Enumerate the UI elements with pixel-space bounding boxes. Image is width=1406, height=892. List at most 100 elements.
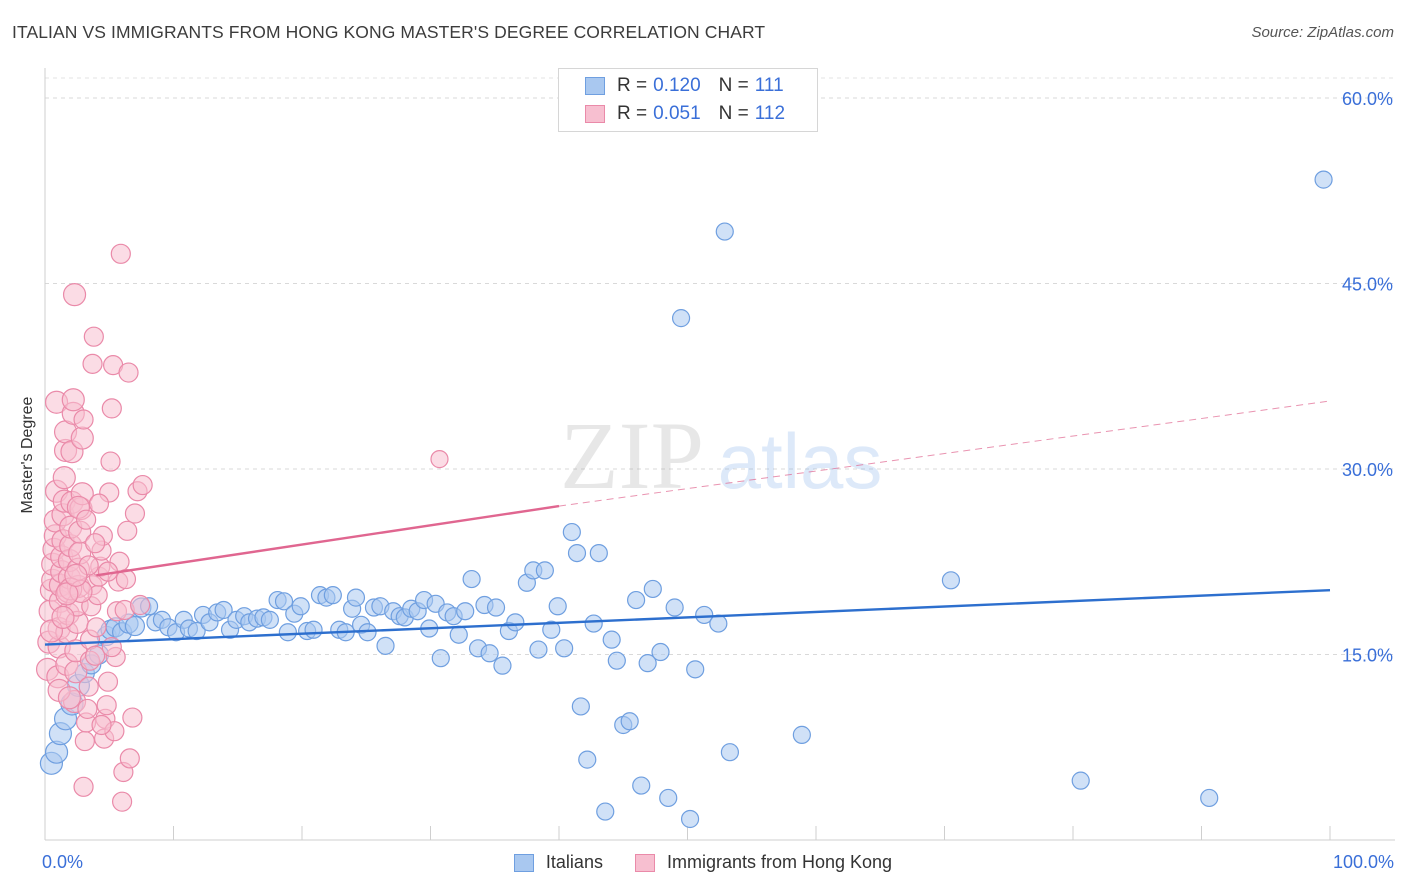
hongkong-trend-line: [96, 504, 560, 577]
hongkong-point: [73, 409, 94, 430]
hongkong-point: [76, 509, 97, 530]
hongkong-point: [74, 730, 95, 752]
legend-n-label: N =: [718, 75, 749, 96]
italians-point: [571, 697, 590, 716]
hongkong-point: [117, 520, 138, 541]
hongkong-trend-extension: [558, 400, 1331, 507]
italians-point: [346, 588, 366, 607]
italians-point: [376, 636, 395, 655]
legend: R = 0.120 N = 111 R = 0.051 N = 112: [558, 68, 818, 132]
italians-point: [567, 543, 587, 563]
legend-n-value: 111: [754, 75, 784, 96]
italians-point: [671, 309, 691, 328]
hongkong-point: [85, 533, 106, 554]
y-tick-label: 15.0%: [1342, 646, 1393, 666]
italians-point: [323, 586, 342, 605]
italians-trend-line: [44, 588, 1331, 646]
italians-point: [686, 660, 705, 679]
italians-point: [506, 613, 525, 632]
italians-point: [695, 605, 714, 625]
italians-point: [456, 602, 475, 621]
legend-swatch-italians: [585, 77, 605, 95]
italians-point: [462, 569, 481, 589]
italians-point: [278, 623, 297, 642]
hongkong-point: [118, 362, 139, 383]
hongkong-point: [55, 582, 79, 606]
hongkong-point: [85, 645, 106, 666]
legend-r-label: R =: [617, 75, 648, 96]
italians-point: [187, 621, 206, 641]
italians-point: [651, 642, 670, 662]
watermark-zip: ZIP: [560, 402, 704, 509]
italians-point: [486, 598, 506, 617]
hongkong-point: [82, 353, 103, 374]
hongkong-point: [129, 594, 151, 616]
hongkong-point: [430, 450, 449, 469]
italians-point: [941, 571, 961, 590]
italians-point: [431, 649, 450, 668]
italians-point: [643, 579, 662, 599]
trend-lines: [44, 400, 1331, 646]
italians-point: [720, 743, 740, 762]
hongkong-point: [86, 617, 107, 638]
italians-point: [291, 597, 310, 616]
italians-point: [709, 614, 728, 633]
italians-point: [607, 651, 626, 670]
hongkong-point: [62, 283, 87, 307]
y-tick-labels: 15.0% 30.0% 45.0% 60.0%: [1342, 89, 1393, 666]
watermark-atlas: atlas: [718, 417, 883, 505]
hongkong-point: [88, 493, 110, 514]
watermark: ZIP atlas: [560, 402, 882, 509]
legend-swatch-hongkong: [585, 105, 605, 123]
hongkong-points: [35, 243, 449, 812]
hongkong-point: [61, 388, 85, 412]
italians-point: [124, 615, 146, 637]
italians-point: [1314, 170, 1333, 189]
italians-point: [589, 543, 608, 563]
hongkong-point: [73, 776, 94, 797]
hongkong-point: [97, 671, 119, 692]
hongkong-point: [101, 398, 122, 419]
hongkong-point: [119, 748, 140, 769]
y-tick-label: 30.0%: [1342, 460, 1393, 480]
axes: [44, 68, 1395, 841]
italians-point: [602, 630, 621, 649]
hongkong-point: [77, 698, 98, 720]
italians-point: [542, 620, 561, 639]
italians-point: [529, 640, 548, 659]
italians-point: [665, 598, 684, 617]
italians-point: [596, 802, 615, 821]
hongkong-point: [57, 686, 82, 710]
italians-point: [626, 590, 646, 610]
italians-point: [584, 614, 603, 633]
hongkong-point: [64, 563, 88, 587]
x-min-label: 0.0%: [42, 852, 84, 872]
italians-point: [449, 625, 468, 644]
x-max-label: 100.0%: [1332, 852, 1394, 872]
italians-point: [274, 592, 294, 611]
italians-points: [39, 170, 1333, 829]
hongkong-point: [51, 605, 75, 630]
italians-point: [304, 620, 323, 639]
italians-point: [480, 644, 499, 663]
italians-point: [680, 809, 700, 829]
hongkong-point: [111, 791, 133, 812]
italians-point: [548, 597, 567, 616]
hongkong-point: [70, 426, 94, 450]
bottom-legend-hongkong-label: Immigrants from Hong Kong: [666, 852, 893, 872]
y-tick-label: 45.0%: [1342, 275, 1393, 295]
italians-point: [578, 750, 597, 769]
hongkong-point: [122, 707, 143, 728]
italians-point: [715, 222, 734, 241]
bottom-swatch-hongkong: [634, 853, 655, 872]
bottom-legend: Italians Immigrants from Hong Kong: [0, 852, 1406, 873]
hongkong-point: [100, 451, 121, 472]
chart-title: ITALIAN VS IMMIGRANTS FROM HONG KONG MAS…: [12, 22, 766, 42]
bottom-swatch-italians: [513, 853, 534, 872]
italians-point: [638, 654, 657, 673]
hongkong-point: [124, 503, 146, 524]
hongkong-point: [132, 474, 153, 496]
italians-point: [555, 639, 574, 658]
italians-point: [620, 712, 639, 731]
